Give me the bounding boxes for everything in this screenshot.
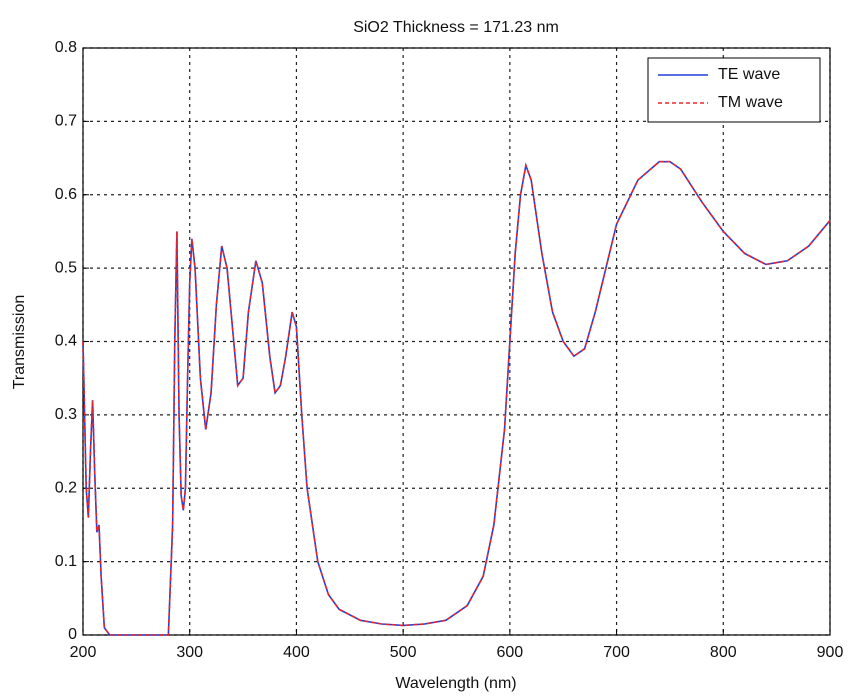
- y-tick-label: 0.5: [55, 259, 77, 276]
- x-tick-label: 200: [70, 644, 97, 661]
- x-tick-label: 600: [497, 644, 524, 661]
- y-tick-label: 0: [68, 626, 77, 643]
- series-line: [82, 160, 831, 636]
- x-tick-label: 900: [817, 644, 844, 661]
- x-tick-label: 300: [176, 644, 203, 661]
- y-tick-label: 0.2: [55, 479, 77, 496]
- y-tick-label: 0.1: [55, 553, 77, 570]
- y-axis-label: Transmission: [11, 295, 28, 390]
- y-tick-label: 0.3: [55, 406, 77, 423]
- legend-label: TM wave: [718, 94, 783, 111]
- y-tick-label: 0.6: [55, 186, 77, 203]
- legend-label: TE wave: [718, 66, 780, 83]
- chart-title: SiO2 Thickness = 171.23 nm: [353, 19, 559, 36]
- x-tick-label: 800: [710, 644, 737, 661]
- x-tick-label: 500: [390, 644, 417, 661]
- x-axis-label: Wavelength (nm): [395, 675, 516, 692]
- legend-box: [647, 57, 821, 123]
- y-tick-label: 0.8: [55, 39, 77, 56]
- y-tick-label: 0.7: [55, 113, 77, 130]
- y-tick-label: 0.4: [55, 333, 77, 350]
- x-tick-label: 400: [283, 644, 310, 661]
- x-tick-label: 700: [603, 644, 630, 661]
